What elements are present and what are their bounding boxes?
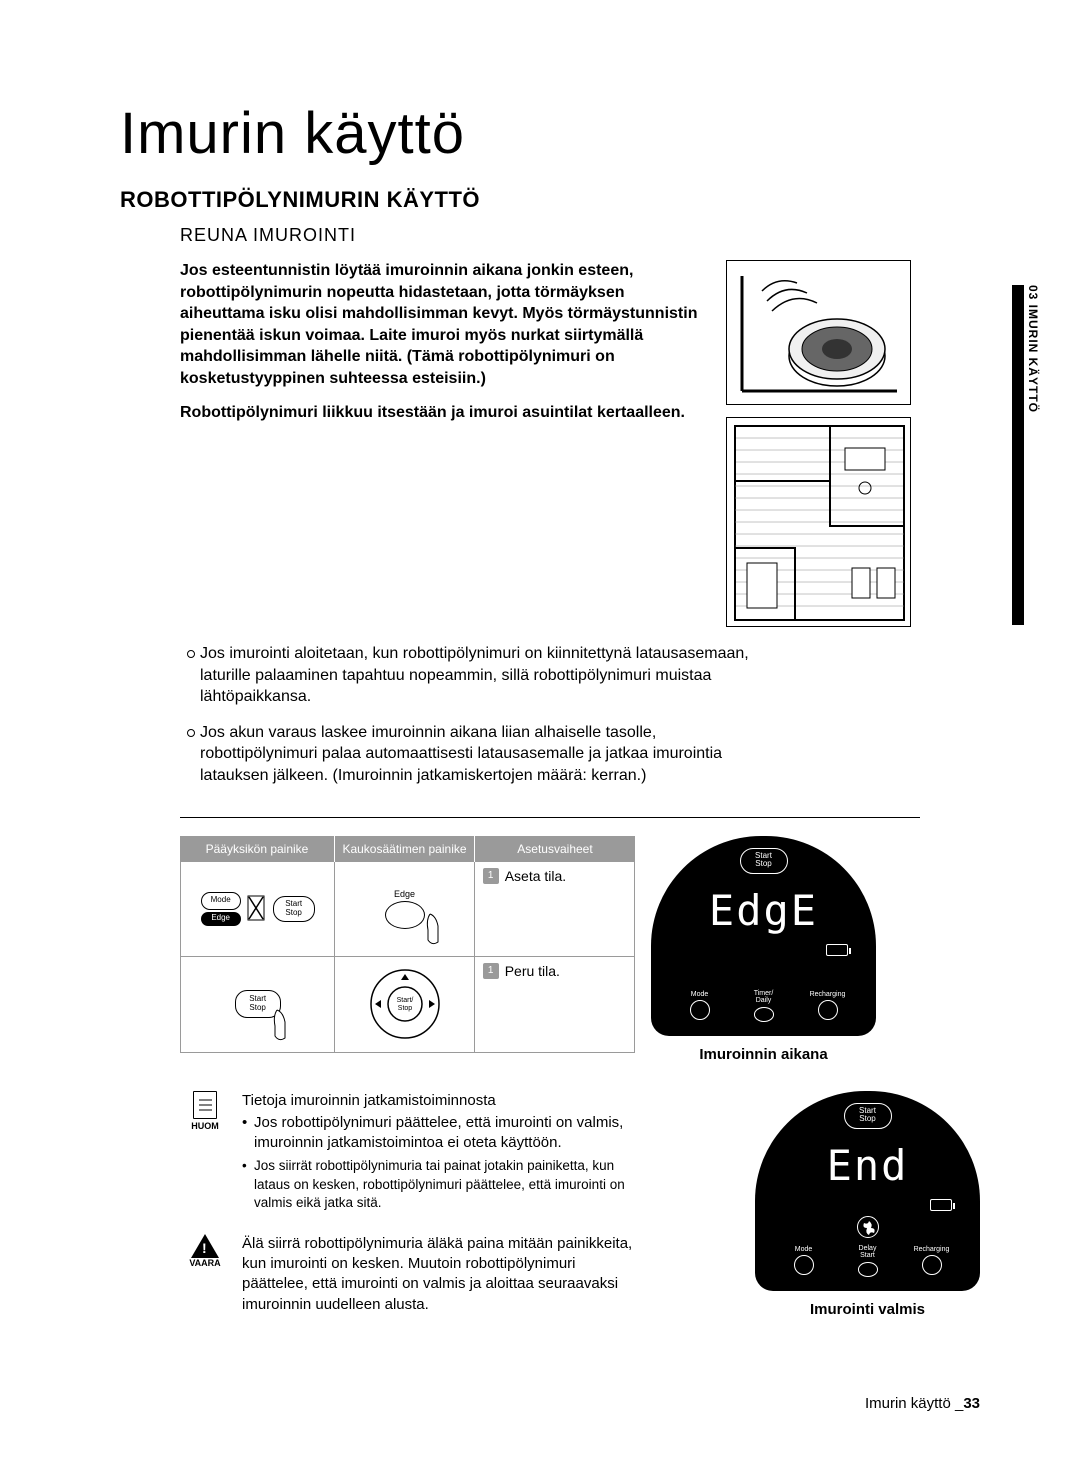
- panel-screen-end: End: [827, 1141, 909, 1190]
- svg-text:Start/: Start/: [396, 997, 413, 1004]
- finger-icon: [422, 912, 444, 948]
- page-footer: Imurin käyttö _33: [865, 1395, 980, 1412]
- mode-mini-btn: Mode: [681, 990, 719, 1022]
- battery-icon-2: [930, 1199, 952, 1211]
- edge-indicator: Edge: [201, 912, 241, 926]
- control-row: Pääyksikön painike Kaukosäätimen painike…: [180, 836, 980, 1063]
- battery-icon: [826, 944, 848, 956]
- section-title: ROBOTTIPÖLYNIMURIN KÄYTTÖ: [120, 187, 980, 213]
- recharge-mini-btn: Recharging: [809, 990, 847, 1022]
- table-body: Mode Edge Start Stop Start Stop: [180, 862, 635, 1053]
- x-icon: [247, 895, 267, 923]
- main-unit-cell: Mode Edge Start Stop Start Stop: [181, 862, 335, 1052]
- step-text-2: Peru tila.: [505, 963, 560, 979]
- svg-text:Stop: Stop: [397, 1005, 412, 1012]
- step-2: 1 Peru tila.: [475, 957, 634, 1052]
- mode-button: Mode: [201, 892, 241, 910]
- panel-start-stop: Start Stop: [740, 848, 788, 874]
- edge-remote-button: [385, 901, 425, 929]
- edge-label: Edge: [394, 889, 415, 899]
- section-divider: [180, 817, 920, 818]
- col-header-main-unit: Pääyksikön painike: [180, 836, 335, 862]
- document-icon: [193, 1091, 217, 1119]
- note-text: Tietoja imuroinnin jatkamistoiminnosta J…: [242, 1091, 640, 1216]
- remote-top: Edge: [335, 862, 473, 957]
- warning-icon-wrap: VAARA: [180, 1234, 230, 1315]
- panel2-bottom-buttons: Mode Delay Start Recharging: [785, 1245, 951, 1277]
- timer-mini-btn: Timer/ Daily: [745, 990, 783, 1022]
- remote-dpad: Start/ Stop: [360, 964, 450, 1044]
- warning-triangle-icon: [191, 1234, 219, 1258]
- main-unit-bottom: Start Stop: [181, 957, 334, 1052]
- warning-label: VAARA: [189, 1258, 220, 1268]
- intro-paragraph-1: Jos esteentunnistin löytää imuroinnin ai…: [180, 260, 710, 390]
- panel-1-caption: Imuroinnin aikana: [651, 1046, 876, 1063]
- display-panel-during: Start Stop EdgE Mode Timer/ Daily Rechar…: [651, 836, 876, 1036]
- control-table: Pääyksikön painike Kaukosäätimen painike…: [180, 836, 635, 1063]
- note-item-1: Jos robottipölynimuri päättelee, että im…: [242, 1113, 640, 1154]
- step-number-1: 1: [483, 868, 499, 884]
- note-title: Tietoja imuroinnin jatkamistoiminnosta: [242, 1091, 640, 1111]
- delay-mini-btn: Delay Start: [849, 1245, 887, 1277]
- table-header: Pääyksikön painike Kaukosäätimen painike…: [180, 836, 635, 862]
- note-block: HUOM Tietoja imuroinnin jatkamistoiminno…: [180, 1091, 640, 1216]
- side-tab-bar: [1012, 285, 1024, 625]
- remote-bottom: Start/ Stop: [335, 957, 473, 1052]
- remote-cell: Edge Start/ Stop: [335, 862, 474, 1052]
- page: 03 IMURIN KÄYTTÖ Imurin käyttö ROBOTTIPÖ…: [0, 0, 1080, 1462]
- col-header-remote: Kaukosäätimen painike: [335, 836, 475, 862]
- recharge-mini-btn-2: Recharging: [913, 1245, 951, 1277]
- body-paragraph-2: Jos akun varaus laskee imuroinnin aikana…: [200, 722, 760, 787]
- page-number: 33: [963, 1395, 980, 1412]
- note-label: HUOM: [191, 1121, 219, 1131]
- side-tab-text: 03 IMURIN KÄYTTÖ: [1026, 285, 1040, 413]
- side-tab: 03 IMURIN KÄYTTÖ: [1012, 285, 1040, 625]
- note-icon: HUOM: [180, 1091, 230, 1216]
- fan-icon: [857, 1216, 879, 1238]
- illustration-column: [726, 260, 911, 627]
- floorplan-illustration: [726, 417, 911, 627]
- floorplan-svg: [727, 418, 911, 627]
- subsection-title: REUNA IMUROINTI: [180, 225, 980, 246]
- panel-bottom-buttons: Mode Timer/ Daily Recharging: [681, 990, 847, 1022]
- step-1: 1 Aseta tila.: [475, 862, 634, 957]
- notes-row: HUOM Tietoja imuroinnin jatkamistoiminno…: [180, 1091, 980, 1318]
- robot-corner-illustration: [726, 260, 911, 405]
- intro-paragraph-2: Robottipölynimuri liikkuu itsestään ja i…: [180, 402, 710, 424]
- mode-mini-btn-2: Mode: [785, 1245, 823, 1277]
- panel2-start-stop: Start Stop: [844, 1103, 892, 1129]
- step-text-1: Aseta tila.: [505, 868, 566, 884]
- display-panel-1-wrap: Start Stop EdgE Mode Timer/ Daily Rechar…: [651, 836, 876, 1063]
- main-unit-top: Mode Edge Start Stop: [181, 862, 334, 957]
- footer-text: Imurin käyttö _: [865, 1395, 963, 1412]
- display-panel-done: Start Stop End Mode Delay Start Rechargi…: [755, 1091, 980, 1291]
- steps-cell: 1 Aseta tila. 1 Peru tila.: [475, 862, 634, 1052]
- intro-block: Jos esteentunnistin löytää imuroinnin ai…: [180, 260, 980, 627]
- step-number-2: 1: [483, 963, 499, 979]
- robot-illustration-svg: [727, 261, 911, 405]
- note-item-2: Jos siirrät robottipölynimuria tai paina…: [242, 1157, 640, 1212]
- start-stop-button: Start Stop: [273, 896, 315, 922]
- panel-2-caption: Imurointi valmis: [755, 1301, 980, 1318]
- page-title: Imurin käyttö: [120, 100, 980, 167]
- body-paragraph-1: Jos imurointi aloitetaan, kun robottipöl…: [200, 643, 760, 708]
- display-panel-2-wrap: Start Stop End Mode Delay Start Rechargi…: [755, 1091, 980, 1318]
- warning-block: VAARA Älä siirrä robottipölynimuria äläk…: [180, 1234, 640, 1315]
- warning-text: Älä siirrä robottipölynimuria äläkä pain…: [242, 1234, 640, 1315]
- finger-icon: [269, 1008, 291, 1044]
- col-header-steps: Asetusvaiheet: [475, 836, 635, 862]
- panel-screen-edge: EdgE: [709, 886, 818, 935]
